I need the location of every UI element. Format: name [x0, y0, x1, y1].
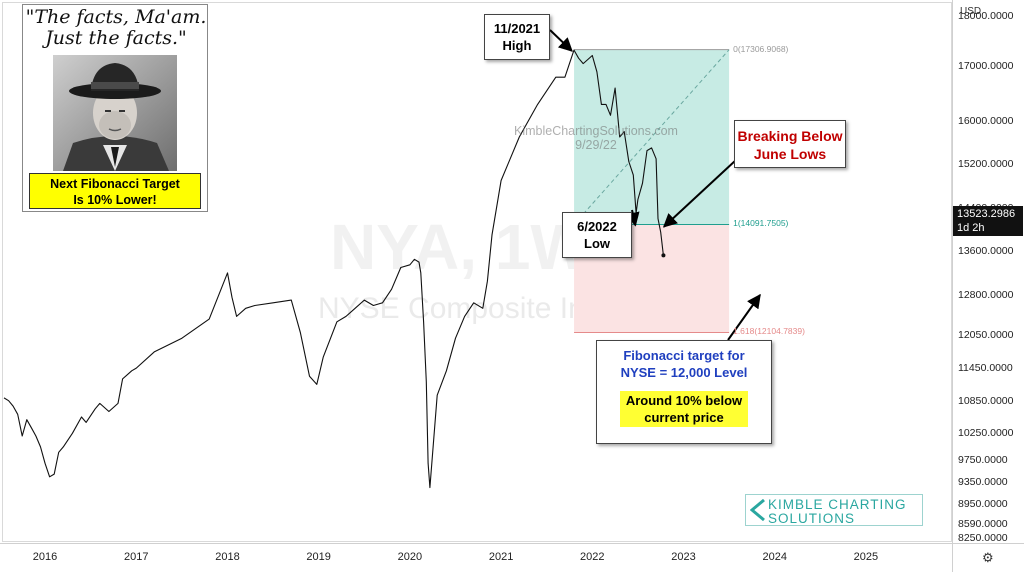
x-tick-label: 2024 — [762, 551, 787, 563]
logo-line-1: KIMBLE CHARTING — [768, 497, 907, 512]
currency-label: USD — [960, 6, 982, 17]
fib-level-label: 1(14091.7505) — [733, 218, 789, 229]
low-callout-label: Low — [584, 236, 610, 251]
y-tick-label: 18000.0000 — [958, 10, 1014, 22]
y-tick-label: 8590.0000 — [958, 517, 1008, 530]
y-tick-label: 16000.0000 — [958, 114, 1014, 127]
detective-illustration — [53, 55, 177, 171]
fibonacci-target-note: Next Fibonacci Target Is 10% Lower! — [29, 173, 201, 209]
callout-arrows — [549, 29, 761, 341]
x-tick-label: 2019 — [306, 551, 331, 563]
fibonacci-retracement — [573, 49, 730, 333]
fib-note-line-1: Next Fibonacci Target — [50, 177, 180, 191]
kimble-logo-mark-icon — [750, 499, 765, 521]
low-callout: 6/2022 Low — [562, 212, 632, 258]
target-callout-line-3: Around 10% below — [625, 393, 743, 408]
fib-note-line-2: Is 10% Lower! — [73, 193, 157, 207]
target-callout-yellow: Around 10% below current price — [619, 391, 749, 427]
x-axis-separator — [0, 543, 1024, 544]
fibonacci-target-callout: Fibonacci target for NYSE = 12,000 Level… — [596, 340, 772, 444]
site-watermark: KimbleChartingSolutions.com 9/29/22 — [514, 124, 678, 152]
site-watermark-date: 9/29/22 — [575, 138, 617, 152]
y-tick-label: 9350.0000 — [958, 476, 1008, 489]
y-tick-label: 8250.0000 — [958, 532, 1008, 544]
price-series — [3, 49, 666, 489]
last-price-countdown: 1d 2h — [957, 222, 985, 234]
y-axis-separator — [952, 0, 953, 572]
callout-arrow — [662, 159, 737, 228]
settings-gear-icon[interactable]: ⚙ — [982, 550, 994, 565]
y-tick-label: 11450.0000 — [958, 362, 1013, 375]
target-callout-line-1: Fibonacci target for — [623, 348, 745, 363]
high-callout-label: High — [502, 38, 532, 53]
y-tick-label: 10850.0000 — [958, 394, 1014, 407]
x-tick-label: 2018 — [215, 551, 240, 563]
x-tick-label: 2016 — [32, 551, 58, 563]
quote-line-1: "The facts, Ma'am. — [25, 6, 207, 28]
price-line — [3, 49, 664, 489]
callout-arrow — [625, 209, 640, 227]
fib-level-label: 0(17306.9068) — [733, 43, 789, 54]
logo-line-2: SOLUTIONS — [768, 511, 856, 526]
site-watermark-url: KimbleChartingSolutions.com — [514, 124, 678, 138]
callout-arrow — [727, 293, 761, 341]
last-price-point — [661, 253, 666, 258]
high-callout: 11/2021 High — [484, 14, 550, 60]
x-tick-label: 2022 — [580, 551, 605, 563]
quote-text: "The facts, Ma'am. Just the facts." — [23, 7, 209, 49]
callout-arrow — [549, 29, 573, 52]
target-callout-line-4: current price — [644, 410, 724, 425]
last-price-tag: 13523.2986 1d 2h — [953, 206, 1023, 236]
y-tick-label: 13600.0000 — [958, 245, 1014, 258]
y-tick-label: 8950.0000 — [958, 497, 1008, 510]
kimble-logo: KIMBLE CHARTING SOLUTIONS — [745, 494, 923, 526]
x-tick-label: 2023 — [671, 551, 696, 563]
x-tick-label: 2020 — [397, 551, 423, 563]
fib-trend-line — [573, 49, 730, 225]
fib-level-label: 1.618(12104.7839) — [733, 326, 805, 337]
quote-panel: "The facts, Ma'am. Just the facts." — [22, 4, 208, 212]
breaking-below-callout: Breaking Below June Lows — [734, 120, 846, 168]
target-callout-line-2: NYSE = 12,000 Level — [620, 365, 748, 380]
x-tick-label: 2025 — [853, 551, 879, 563]
last-price-value: 13523.2986 — [957, 208, 1016, 220]
high-callout-date: 11/2021 — [493, 21, 541, 36]
quote-line-2: Just the facts." — [45, 27, 187, 49]
breaking-callout-line-1: Breaking Below — [737, 128, 843, 144]
breaking-callout-line-2: June Lows — [753, 146, 827, 162]
x-tick-label: 2017 — [124, 551, 149, 563]
y-tick-label: 15200.0000 — [958, 158, 1014, 171]
detective-portrait — [53, 55, 177, 171]
low-callout-date: 6/2022 — [577, 219, 617, 234]
y-tick-label: 12050.0000 — [958, 329, 1014, 342]
price-chart — [3, 29, 761, 489]
y-tick-label: 9750.0000 — [958, 454, 1008, 467]
target-callout-highlight: Around 10% below current price — [597, 391, 771, 427]
y-tick-label: 12800.0000 — [958, 288, 1014, 301]
y-tick-label: 10250.0000 — [958, 427, 1014, 440]
x-tick-label: 2021 — [488, 551, 514, 563]
y-tick-label: 17000.0000 — [958, 60, 1014, 73]
watermark-symbol: NYA, 1W — [330, 211, 591, 283]
